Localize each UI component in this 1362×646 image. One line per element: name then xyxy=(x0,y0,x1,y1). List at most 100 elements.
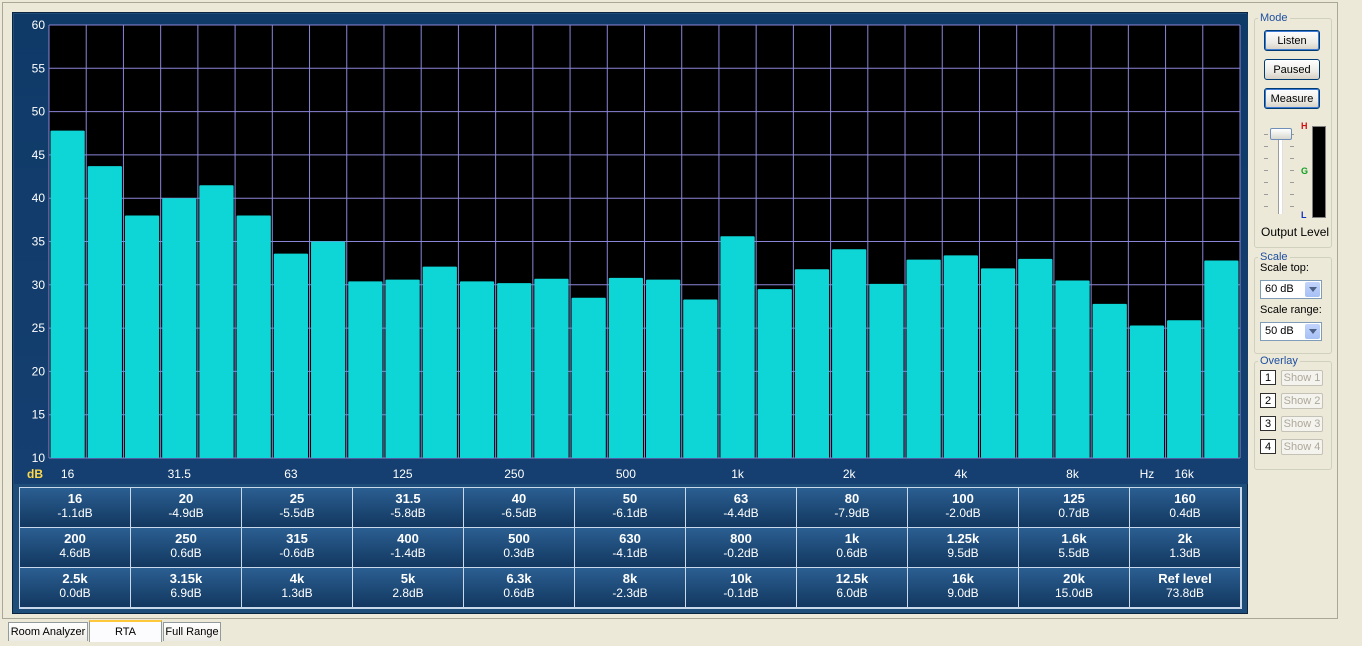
y-tick-label: 25 xyxy=(32,321,46,335)
chart-bar xyxy=(273,253,309,458)
band-frequency: 3.15k xyxy=(169,571,203,586)
band-level-cell: 16k 9.0dB xyxy=(908,568,1019,608)
chevron-down-icon[interactable] xyxy=(1305,282,1320,297)
x-tick-label: 16k xyxy=(1174,467,1194,481)
y-tick-label: 15 xyxy=(32,408,46,422)
chart-bar xyxy=(1018,258,1053,458)
x-tick-label: 63 xyxy=(284,467,298,481)
tab-full-range[interactable]: Full Range xyxy=(163,622,221,641)
band-level-value: 0.0dB xyxy=(59,586,91,600)
band-frequency: 50 xyxy=(622,491,638,506)
paused-button[interactable]: Paused xyxy=(1264,59,1320,80)
overlay-show-2-button[interactable]: Show 2 xyxy=(1281,393,1323,409)
scale-range-label: Scale range: xyxy=(1260,304,1322,316)
band-frequency: Ref level xyxy=(1158,571,1212,586)
band-level-cell: 200 4.6dB xyxy=(20,528,131,568)
output-level-slider[interactable] xyxy=(1264,126,1294,218)
scale-range-select[interactable]: 50 dB xyxy=(1260,322,1322,341)
scale-top-label: Scale top: xyxy=(1260,262,1309,274)
band-frequency: 4k xyxy=(289,571,305,586)
chart-bar xyxy=(1092,303,1127,458)
overlay-store-1-button[interactable]: 1 xyxy=(1260,370,1276,385)
listen-button[interactable]: Listen xyxy=(1264,30,1320,51)
y-tick-label: 50 xyxy=(32,105,46,119)
control-sidebar: Mode Listen Paused Measure H G L Output … xyxy=(1254,10,1332,610)
band-frequency: 80 xyxy=(844,491,860,506)
overlay-show-1-button[interactable]: Show 1 xyxy=(1281,370,1323,386)
band-level-cell: 6.3k 0.6dB xyxy=(464,568,575,608)
band-frequency: 250 xyxy=(175,531,197,546)
scale-top-select[interactable]: 60 dB xyxy=(1260,280,1322,299)
band-level-cell: 2k 1.3dB xyxy=(1130,528,1241,568)
measure-button[interactable]: Measure xyxy=(1264,88,1320,109)
y-tick-label: 35 xyxy=(32,235,46,249)
rta-chart: 60 55 50 45 40 35 30 25 20 15 10 16 31.5 63 125 250 500 1… xyxy=(14,14,1248,484)
band-frequency: 6.3k xyxy=(506,571,532,586)
band-level-value: -1.4dB xyxy=(390,546,426,560)
band-level-value: 6.0dB xyxy=(836,586,868,600)
overlay-store-3-button[interactable]: 3 xyxy=(1260,416,1276,431)
y-axis-unit-label: dB xyxy=(27,467,43,481)
scale-group: Scale xyxy=(1254,251,1332,354)
band-frequency: 25 xyxy=(289,491,305,506)
chart-bar xyxy=(311,241,346,458)
chart-bar xyxy=(497,283,532,458)
band-frequency: 20k xyxy=(1063,571,1085,586)
tab-rta[interactable]: RTA xyxy=(89,620,162,642)
chart-bar xyxy=(1129,325,1165,458)
scale-top-value: 60 dB xyxy=(1265,283,1294,295)
overlay-show-4-button[interactable]: Show 4 xyxy=(1281,439,1323,455)
chart-bar xyxy=(50,130,85,458)
chart-bar xyxy=(683,299,718,458)
slider-thumb[interactable] xyxy=(1270,128,1292,140)
band-level-value: 1.3dB xyxy=(1169,546,1201,560)
band-frequency: 1.6k xyxy=(1061,531,1087,546)
band-level-cell: 10k -0.1dB xyxy=(686,568,797,608)
band-frequency: 500 xyxy=(508,531,530,546)
band-level-cell: 125 0.7dB xyxy=(1019,488,1130,528)
band-level-cell: 12.5k 6.0dB xyxy=(797,568,908,608)
overlay-store-4-button[interactable]: 4 xyxy=(1260,439,1276,454)
chart-bar xyxy=(980,268,1016,458)
output-level-label: Output Level xyxy=(1261,225,1330,239)
band-frequency: 315 xyxy=(286,531,308,546)
chart-bar xyxy=(348,281,383,458)
band-level-value: -4.4dB xyxy=(723,506,759,520)
x-tick-label: 4k xyxy=(955,467,969,481)
band-level-cell: 63 -4.4dB xyxy=(686,488,797,528)
band-frequency: 125 xyxy=(1063,491,1085,506)
chart-bar xyxy=(87,166,122,458)
meter-good-label: G xyxy=(1301,166,1309,176)
chevron-down-icon[interactable] xyxy=(1305,324,1320,339)
band-level-value: 4.6dB xyxy=(59,546,91,560)
scale-range-value: 50 dB xyxy=(1265,325,1294,337)
x-tick-label: 31.5 xyxy=(168,467,192,481)
band-frequency: 2.5k xyxy=(62,571,88,586)
y-tick-label: 40 xyxy=(32,191,46,205)
band-level-value: -6.1dB xyxy=(612,506,648,520)
meter-low-label: L xyxy=(1301,210,1307,220)
chart-bar xyxy=(906,259,941,458)
chart-bar xyxy=(869,283,904,458)
chart-bar xyxy=(124,215,160,458)
band-level-cell: 5k 2.8dB xyxy=(353,568,464,608)
overlay-show-3-button[interactable]: Show 3 xyxy=(1281,416,1323,432)
band-level-cell: 160 0.4dB xyxy=(1130,488,1241,528)
band-level-value: 5.5dB xyxy=(1058,546,1090,560)
x-tick-label: 125 xyxy=(393,467,413,481)
band-frequency: 1k xyxy=(844,531,860,546)
band-frequency: 200 xyxy=(64,531,86,546)
meter-high-label: H xyxy=(1301,121,1308,131)
overlay-store-2-button[interactable]: 2 xyxy=(1260,393,1276,408)
chart-bar xyxy=(720,236,755,458)
band-level-cell: 8k -2.3dB xyxy=(575,568,686,608)
slider-tick-marks xyxy=(1264,134,1294,214)
chart-bar xyxy=(385,279,420,458)
band-level-cell: 20k 15.0dB xyxy=(1019,568,1130,608)
tab-room-analyzer[interactable]: Room Analyzer xyxy=(8,622,88,641)
band-level-value: -5.8dB xyxy=(390,506,426,520)
chart-bar xyxy=(832,249,867,458)
chart-bar xyxy=(943,255,978,458)
chart-bar xyxy=(1167,320,1202,458)
band-frequency: 1.25k xyxy=(946,531,980,546)
